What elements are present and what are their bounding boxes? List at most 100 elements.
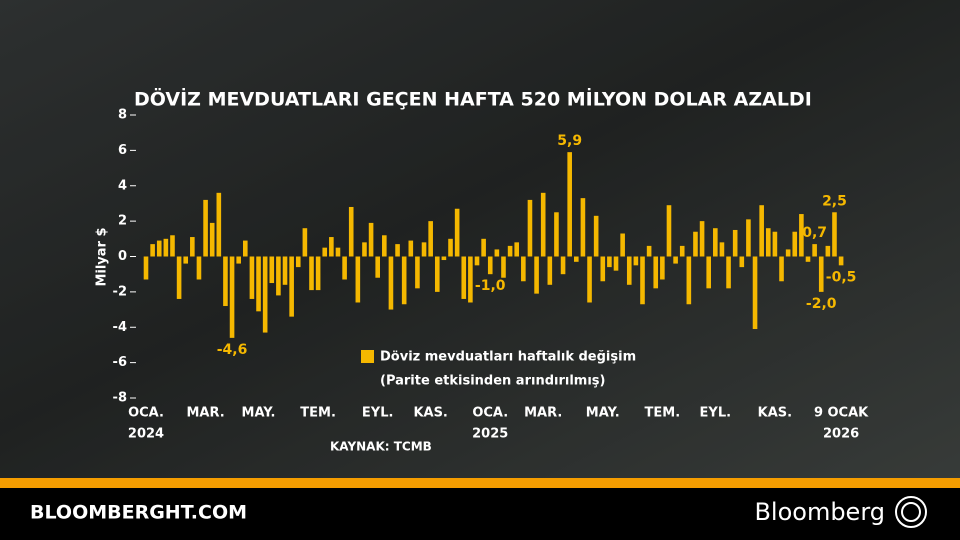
bar	[554, 212, 559, 257]
bar	[401, 256, 407, 305]
bar	[329, 237, 334, 257]
bar	[223, 256, 228, 307]
bar	[593, 215, 599, 257]
bar	[276, 256, 281, 296]
bar	[461, 256, 467, 299]
bar	[626, 256, 632, 285]
data-label: 0,7	[802, 225, 827, 241]
bar	[792, 231, 798, 257]
bar	[481, 238, 486, 257]
x-tick-label: OCA.	[128, 406, 164, 421]
bar	[600, 256, 606, 282]
x-tick-label: OCA.	[472, 406, 508, 421]
bar	[309, 256, 314, 291]
bar	[348, 206, 354, 257]
bar	[249, 256, 255, 299]
logo-ring	[895, 496, 927, 528]
x-tick-label: KAS.	[758, 406, 792, 421]
y-tick-label: 6	[118, 143, 127, 158]
bar	[176, 256, 182, 299]
bar	[408, 240, 414, 257]
x-tick-label: MAR.	[524, 406, 562, 421]
footer-stripe	[0, 478, 960, 488]
bar	[302, 228, 308, 257]
bar	[209, 222, 215, 257]
bar	[243, 240, 248, 257]
bar	[679, 245, 685, 257]
legend-note: (Parite etkisinden arındırılmış)	[380, 374, 605, 389]
bar	[236, 256, 241, 264]
bar	[673, 256, 678, 264]
data-label: -1,0	[475, 278, 506, 294]
x-tick-year: 2024	[128, 427, 164, 442]
bar	[256, 256, 261, 312]
bar	[825, 245, 831, 257]
bar	[428, 221, 433, 257]
bar	[620, 233, 625, 257]
y-tick-label: 0	[118, 249, 127, 264]
bar	[640, 256, 645, 305]
bar	[574, 256, 579, 262]
bar	[494, 249, 500, 257]
bar	[521, 256, 526, 282]
x-tick-year: 2025	[472, 427, 508, 442]
bar	[322, 247, 328, 257]
bar	[335, 247, 341, 257]
bar	[150, 244, 155, 257]
footer-site: BLOOMBERGHT.COM	[30, 502, 247, 524]
footer	[0, 488, 960, 540]
bar	[607, 256, 612, 268]
y-tick-label: 8	[118, 108, 127, 123]
bar	[295, 256, 301, 268]
source: KAYNAK: TCMB	[330, 440, 432, 454]
data-label: -4,6	[217, 342, 248, 358]
legend-swatch	[361, 350, 374, 363]
bar	[415, 256, 420, 289]
bar	[514, 242, 520, 257]
x-tick-label: EYL.	[700, 406, 732, 421]
data-label: 5,9	[557, 133, 582, 149]
bar	[269, 256, 275, 284]
bar	[474, 256, 480, 266]
bar	[534, 256, 539, 294]
bar	[262, 256, 268, 333]
data-label: -0,5	[826, 269, 857, 285]
bar	[501, 256, 506, 278]
bar	[706, 256, 711, 289]
bar	[203, 199, 208, 257]
data-label: 2,5	[822, 193, 847, 209]
bar	[580, 198, 586, 257]
x-tick-label: MAY.	[242, 406, 276, 421]
bar	[666, 205, 672, 257]
bar	[382, 235, 387, 257]
bar	[772, 231, 778, 257]
bar	[183, 256, 189, 264]
bar	[805, 256, 811, 262]
bar	[812, 244, 817, 257]
bar	[660, 256, 665, 280]
bar	[653, 256, 659, 289]
bar	[229, 256, 235, 338]
bar	[216, 192, 222, 257]
bar	[170, 235, 175, 257]
y-tick-label: -4	[113, 320, 127, 335]
x-tick-year: 2026	[823, 427, 859, 442]
bar	[785, 249, 791, 257]
x-tick-label: MAR.	[186, 406, 224, 421]
bar	[613, 256, 619, 271]
bar	[468, 256, 473, 303]
bar	[190, 237, 195, 257]
bar	[156, 240, 162, 257]
chart-title: DÖVİZ MEVDUATLARI GEÇEN HAFTA 520 MİLYON…	[134, 87, 812, 111]
bar	[454, 208, 460, 257]
y-tick-label: 4	[118, 178, 127, 193]
bar	[355, 256, 361, 303]
bar	[759, 205, 764, 257]
bar	[799, 214, 804, 257]
bar	[726, 256, 731, 289]
y-tick-label: 2	[118, 214, 127, 229]
bar	[699, 221, 705, 257]
bar	[441, 256, 447, 261]
bar	[362, 242, 367, 257]
